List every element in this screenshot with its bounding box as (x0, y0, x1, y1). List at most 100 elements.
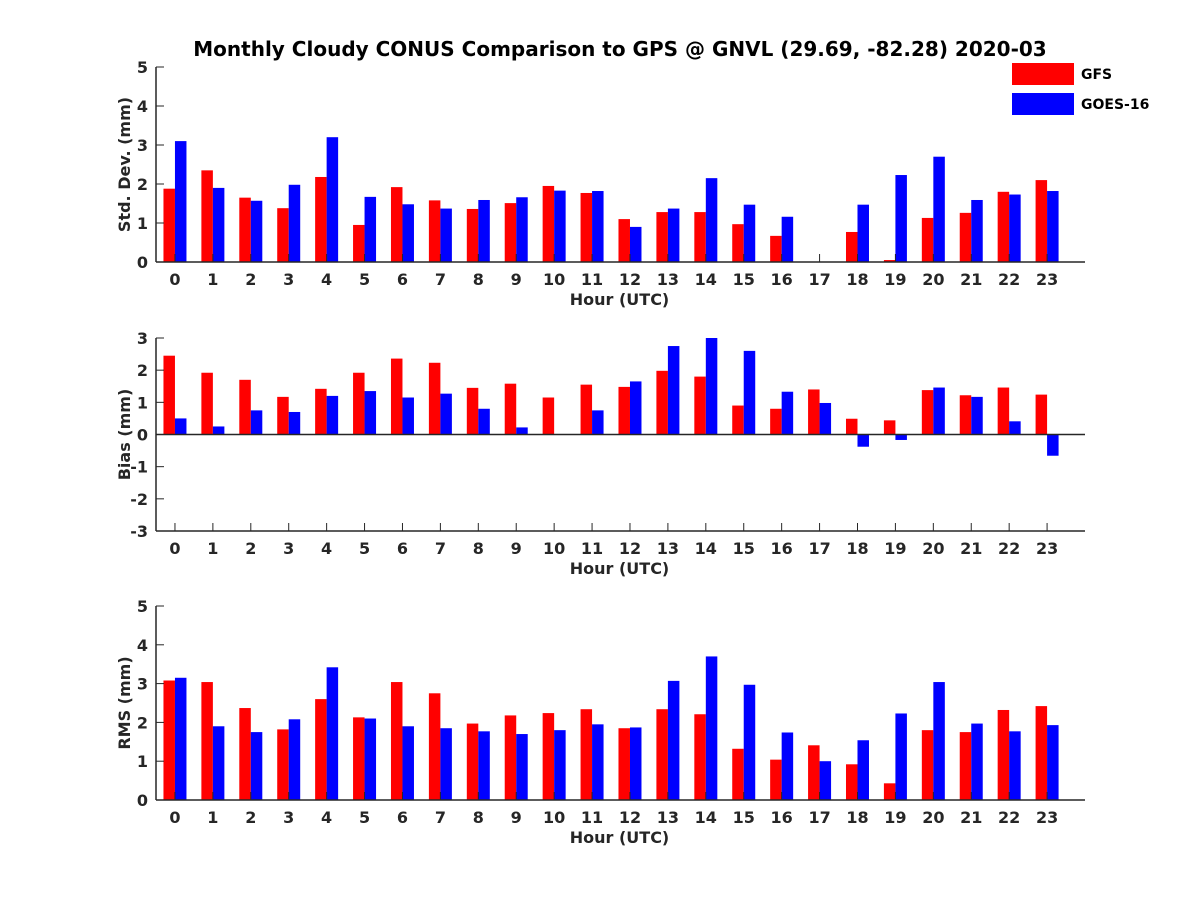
bar-gfs-hour-22 (997, 387, 1010, 435)
subplot-2: 0 1 2 3 4 5 6 7 8 9 10 11 12 13 14 15 16 17 18 19 20 21 22 23-3… (115, 329, 1085, 578)
bar-gfs-hour-20 (921, 217, 934, 262)
bar-goes-16-hour-16 (781, 732, 794, 800)
x-tick-label: 3 (283, 270, 294, 289)
x-tick-label: 0 (169, 270, 180, 289)
bar-goes-16-hour-20 (933, 156, 945, 262)
y-tick-label: 0 (137, 253, 148, 272)
bar-gfs-hour-15 (732, 748, 744, 800)
y-tick-label: 5 (137, 597, 148, 616)
bar-gfs-hour-19 (883, 260, 896, 262)
bar-goes-16-hour-17 (819, 761, 832, 800)
x-tick-label: 1 (207, 270, 218, 289)
y-tick-label: 4 (137, 97, 148, 116)
bar-gfs-hour-15 (732, 224, 744, 262)
bar-goes-16-hour-18 (857, 740, 869, 800)
legend-swatch-goes-16 (1012, 93, 1074, 115)
x-tick-label: 9 (511, 270, 522, 289)
bar-goes-16-hour-7 (440, 728, 452, 800)
bar-gfs-hour-23 (1035, 706, 1048, 800)
x-tick-label: 7 (435, 539, 446, 558)
x-tick-label: 8 (473, 270, 484, 289)
x-tick-label: 18 (846, 270, 868, 289)
bar-goes-16-hour-6 (402, 204, 414, 262)
x-axis-label: Hour (UTC) (570, 290, 670, 309)
x-tick-label: 11 (581, 808, 603, 827)
bar-gfs-hour-9 (504, 715, 517, 800)
bar-gfs-hour-22 (997, 191, 1010, 262)
bar-gfs-hour-0 (163, 355, 175, 435)
bar-goes-16-hour-9 (516, 427, 528, 435)
x-tick-label: 0 (169, 808, 180, 827)
bar-gfs-hour-10 (542, 397, 555, 435)
y-tick-label: 5 (137, 58, 148, 77)
x-tick-label: 2 (245, 539, 256, 558)
bar-goes-16-hour-18 (857, 204, 869, 262)
bar-goes-16-hour-20 (933, 682, 945, 800)
bar-goes-16-hour-10 (554, 730, 566, 800)
bar-goes-16-hour-3 (288, 184, 301, 262)
bar-gfs-hour-5 (353, 372, 365, 435)
bar-gfs-hour-7 (428, 362, 441, 435)
x-tick-label: 8 (473, 808, 484, 827)
y-tick-label: 1 (137, 214, 148, 233)
x-tick-label: 22 (998, 270, 1020, 289)
bar-goes-16-hour-23 (1047, 434, 1059, 456)
x-tick-label: 9 (511, 539, 522, 558)
bar-goes-16-hour-6 (402, 397, 414, 435)
bar-gfs-hour-11 (580, 709, 593, 800)
bar-gfs-hour-5 (353, 224, 365, 262)
x-tick-label: 23 (1036, 539, 1058, 558)
bar-gfs-hour-2 (239, 197, 251, 262)
y-tick-label: 0 (137, 791, 148, 810)
y-tick-label: 3 (137, 136, 148, 155)
subplot-3: 0 1 2 3 4 5 6 7 8 9 10 11 12 13 14 15 16 17 18 19 20 21 22 2301… (115, 597, 1085, 847)
bar-gfs-hour-3 (277, 396, 289, 435)
x-tick-label: 4 (321, 270, 332, 289)
bar-goes-16-hour-5 (364, 196, 377, 262)
x-tick-label: 22 (998, 539, 1020, 558)
y-tick-label: -1 (130, 458, 148, 477)
bar-goes-16-hour-2 (250, 200, 263, 262)
bar-goes-16-hour-13 (667, 208, 680, 262)
bar-goes-16-hour-11 (592, 410, 604, 435)
bar-gfs-hour-18 (845, 231, 858, 262)
bar-gfs-hour-21 (959, 395, 972, 435)
x-tick-label: 23 (1036, 808, 1058, 827)
bar-gfs-hour-17 (808, 745, 820, 800)
bar-goes-16-hour-1 (212, 426, 225, 435)
bar-gfs-hour-13 (656, 709, 668, 800)
y-axis-label: RMS (mm) (115, 656, 134, 749)
x-tick-label: 14 (695, 270, 717, 289)
bar-gfs-hour-11 (580, 192, 593, 262)
bar-goes-16-hour-0 (174, 141, 187, 262)
bar-goes-16-hour-2 (250, 410, 263, 435)
y-tick-label: 2 (137, 713, 148, 732)
x-tick-label: 10 (543, 270, 565, 289)
x-tick-label: 2 (245, 270, 256, 289)
y-tick-label: 3 (137, 329, 148, 348)
x-tick-label: 1 (207, 539, 218, 558)
bar-goes-16-hour-15 (743, 684, 756, 800)
x-tick-label: 14 (695, 808, 717, 827)
bar-goes-16-hour-15 (743, 350, 756, 435)
x-tick-label: 16 (771, 539, 793, 558)
x-tick-label: 11 (581, 539, 603, 558)
bar-goes-16-hour-1 (212, 187, 225, 262)
x-tick-label: 15 (733, 808, 755, 827)
chart-title: Monthly Cloudy CONUS Comparison to GPS @… (193, 37, 1046, 61)
x-tick-label: 9 (511, 808, 522, 827)
bar-gfs-hour-14 (694, 714, 706, 800)
x-tick-label: 18 (846, 539, 868, 558)
bar-gfs-hour-18 (845, 764, 858, 800)
bar-goes-16-hour-15 (743, 204, 756, 262)
bar-goes-16-hour-1 (212, 726, 225, 800)
x-tick-label: 17 (808, 808, 830, 827)
legend-label: GOES-16 (1081, 97, 1149, 113)
subplot-1: 0 1 2 3 4 5 6 7 8 9 10 11 12 13 14 15 16 17 18 19 20 21 22 2301… (115, 58, 1085, 309)
bar-goes-16-hour-4 (326, 395, 339, 435)
bar-gfs-hour-4 (315, 176, 327, 262)
x-tick-label: 13 (657, 270, 679, 289)
legend: GFS GOES-16 (1012, 63, 1149, 115)
bar-goes-16-hour-16 (781, 391, 794, 435)
x-tick-label: 10 (543, 539, 565, 558)
